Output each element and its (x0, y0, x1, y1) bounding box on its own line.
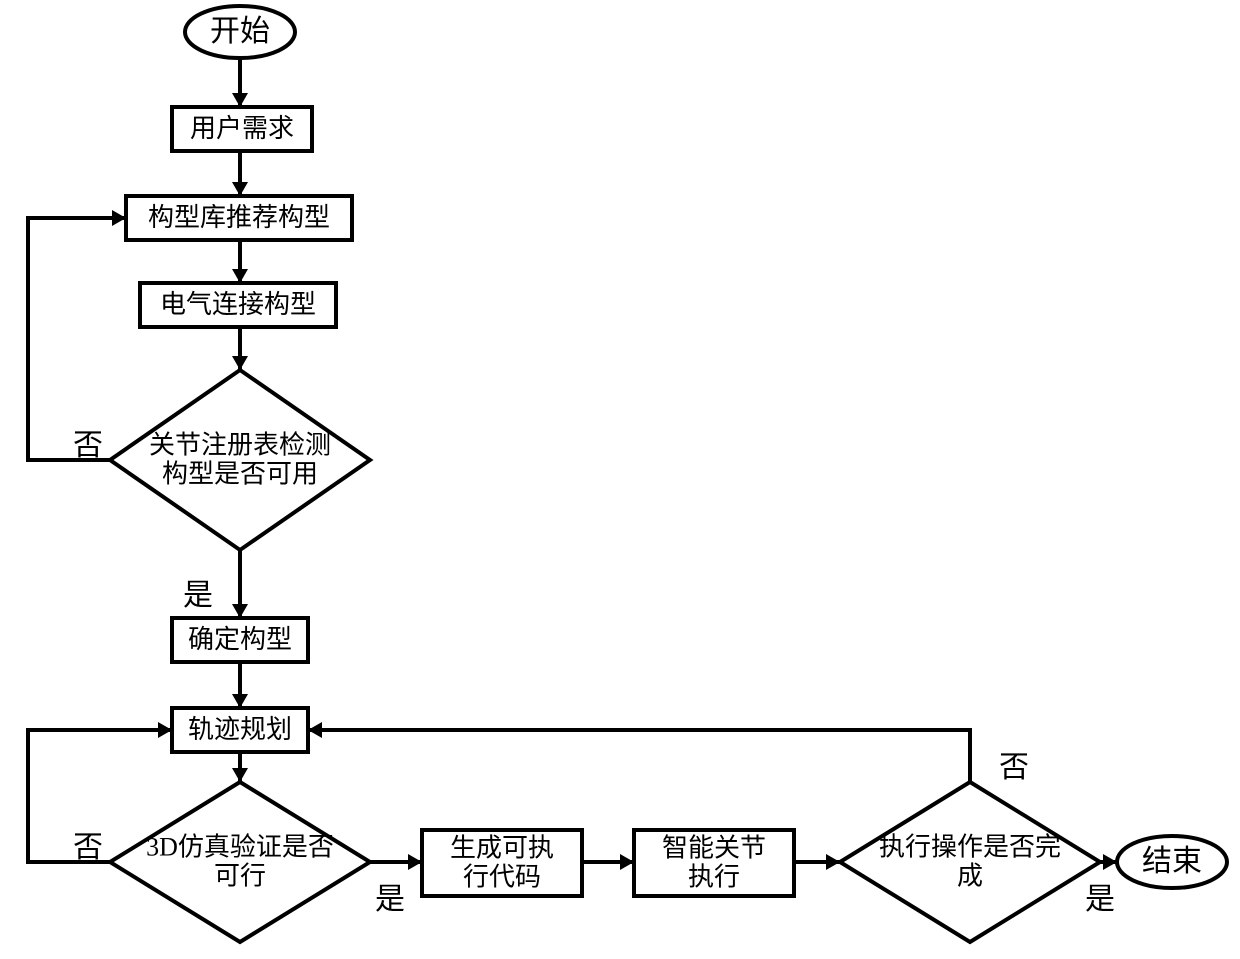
e_dec3_yes-label: 是 (1085, 883, 1115, 916)
e_dec1_yes: 是 (183, 550, 248, 618)
e_start_user (232, 58, 248, 107)
gen_code-label1: 生成可执 (450, 834, 554, 863)
e_dec1_yes-label: 是 (183, 579, 213, 612)
arrowhead (232, 694, 248, 708)
user_req-label: 用户需求 (190, 114, 294, 143)
e_dec2_no-label: 否 (73, 831, 103, 864)
dec_registry-label2: 构型是否可用 (162, 459, 318, 488)
e_dec3_no: 否 (308, 722, 1029, 784)
end: 结束 (1117, 836, 1227, 888)
dec_registry-label1: 关节注册表检测 (149, 431, 331, 460)
e_conf_traj (232, 662, 248, 708)
recommend_cfg-label: 构型库推荐构型 (148, 203, 330, 232)
arrowhead (232, 604, 248, 618)
e_joint_dec3 (794, 854, 840, 870)
confirm_cfg-label: 确定构型 (188, 625, 292, 654)
flowchart-canvas: 否是否是否是 开始用户需求构型库推荐构型电气连接构型关节注册表检测构型是否可用确… (0, 0, 1240, 959)
arrowhead (620, 854, 634, 870)
user_req: 用户需求 (172, 107, 312, 151)
joint_exec-label1: 智能关节 (662, 834, 766, 863)
start: 开始 (185, 6, 295, 58)
end-label: 结束 (1142, 845, 1202, 878)
elec_cfg: 电气连接构型 (140, 283, 336, 327)
e_traj_dec2 (232, 752, 248, 782)
e_dec2_yes: 是 (370, 854, 422, 916)
joint_exec-label2: 执行 (688, 862, 740, 891)
gen_code: 生成可执行代码 (422, 830, 582, 896)
traj_plan: 轨迹规划 (172, 708, 308, 752)
recommend_cfg: 构型库推荐构型 (126, 196, 352, 240)
e_dec2_yes-label: 是 (375, 883, 405, 916)
e_gen_joint (582, 854, 634, 870)
arrowhead (112, 210, 126, 226)
dec_done: 执行操作是否完成 (840, 782, 1100, 942)
dec_registry: 关节注册表检测构型是否可用 (110, 370, 370, 550)
e_dec1_no-label: 否 (73, 429, 103, 462)
arrowhead (308, 722, 322, 738)
arrowhead (232, 93, 248, 107)
dec_sim-label1: 3D仿真验证是否 (146, 833, 334, 862)
dec_done-label1: 执行操作是否完 (879, 833, 1061, 862)
e_dec1_no: 否 (28, 210, 126, 462)
gen_code-label2: 行代码 (463, 862, 541, 891)
elec_cfg-label: 电气连接构型 (160, 290, 316, 319)
arrowhead (1103, 854, 1117, 870)
arrowhead (158, 722, 172, 738)
e_dec3_no-label: 否 (999, 751, 1029, 784)
confirm_cfg: 确定构型 (172, 618, 308, 662)
e_elec_dec1 (232, 327, 248, 370)
e_rec_elec (232, 240, 248, 283)
start-label: 开始 (210, 15, 270, 48)
dec_sim-label2: 可行 (214, 861, 266, 890)
e_user_rec (232, 151, 248, 196)
arrowhead (232, 182, 248, 196)
traj_plan-label: 轨迹规划 (188, 715, 292, 744)
arrowhead (408, 854, 422, 870)
dec_sim: 3D仿真验证是否可行 (110, 782, 370, 942)
dec_done-label2: 成 (957, 861, 983, 890)
joint_exec: 智能关节执行 (634, 830, 794, 896)
arrowhead (232, 269, 248, 283)
